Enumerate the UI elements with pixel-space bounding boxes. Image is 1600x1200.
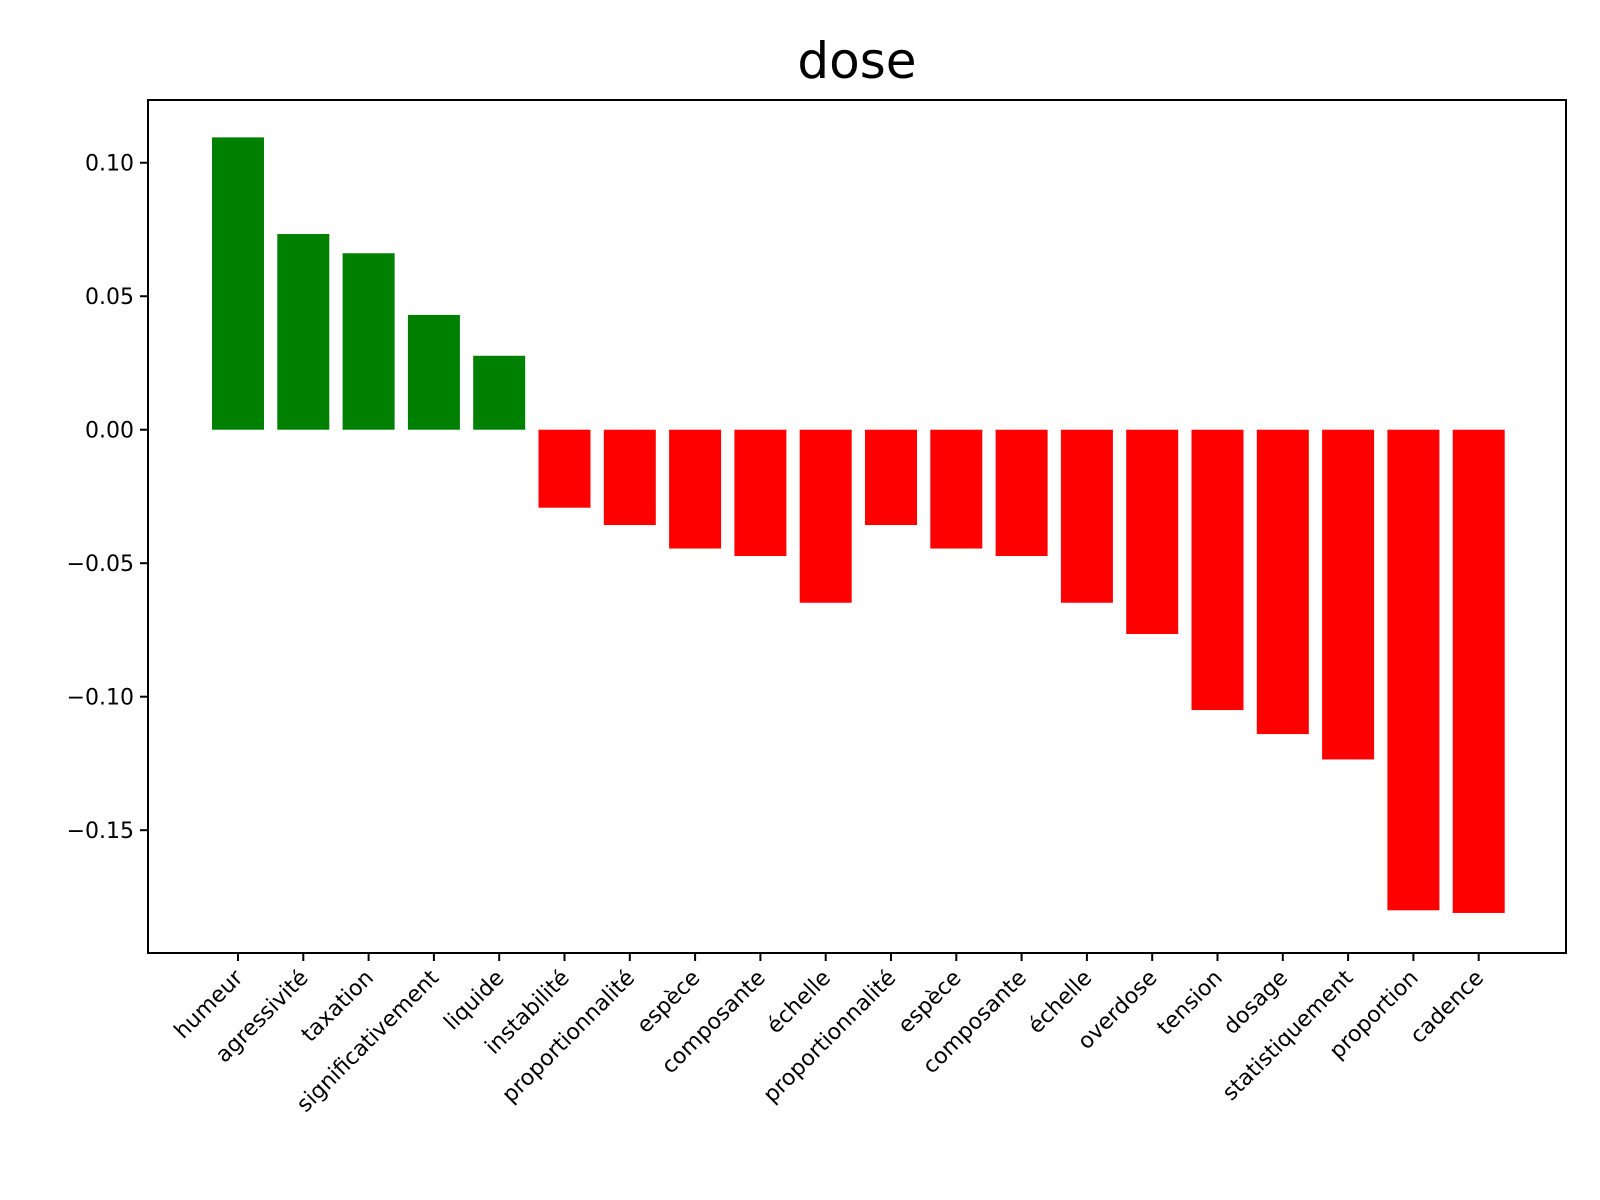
bar-16 [1256,429,1309,735]
y-tick-label: −0.05 [67,552,134,577]
y-tick-label: −0.15 [67,819,134,844]
bar-0 [212,137,264,430]
chart-title: dose [797,32,916,90]
bars-group [212,137,1505,913]
bar-15 [1191,429,1244,711]
bar-9 [799,429,852,603]
bar-11 [930,429,983,549]
bar-14 [1126,429,1179,634]
bar-3 [407,314,460,430]
bar-18 [1387,429,1440,911]
y-tick-label: 0.10 [85,152,134,177]
bar-8 [734,429,787,557]
bar-19 [1452,429,1505,913]
bar-13 [1060,429,1113,603]
y-axis: 0.10 0.05 0.00 −0.05 −0.10 −0.15 [67,152,148,844]
bar-10 [865,429,917,526]
bar-1 [277,234,330,430]
bar-5 [538,429,591,508]
y-tick-label: 0.00 [85,419,134,444]
bar-2 [342,253,395,430]
plot-frame [147,99,1567,954]
bar-17 [1322,429,1375,760]
bar-4 [473,355,526,430]
y-tick-label: 0.05 [85,285,134,310]
y-tick-label: −0.10 [67,686,134,711]
bar-6 [603,429,656,526]
bar-7 [669,429,722,549]
bar-12 [995,429,1048,557]
